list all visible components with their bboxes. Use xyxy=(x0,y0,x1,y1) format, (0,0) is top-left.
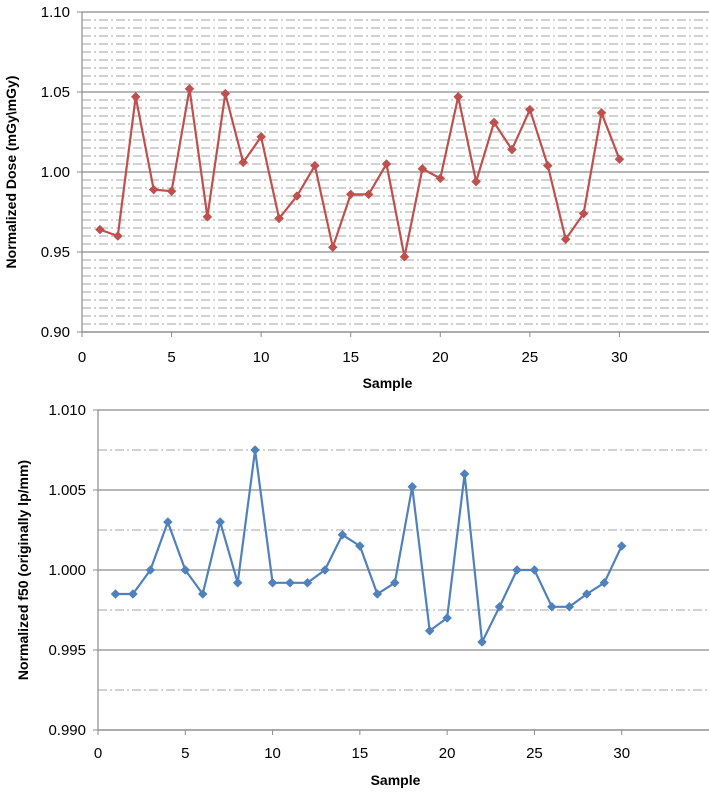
data-point-marker xyxy=(381,159,392,169)
data-point-marker xyxy=(453,91,464,102)
data-point-marker xyxy=(220,88,231,99)
data-point-marker xyxy=(250,445,260,455)
data-point-marker xyxy=(274,213,284,224)
y-tick-label: 1.005 xyxy=(48,482,86,499)
data-point-marker xyxy=(302,577,313,588)
y-tick-label: 1.010 xyxy=(48,402,86,419)
x-tick-label: 10 xyxy=(253,349,270,366)
x-tick-label: 25 xyxy=(522,349,539,366)
data-point-marker xyxy=(507,144,517,155)
data-point-marker xyxy=(417,163,428,174)
data-point-marker xyxy=(232,577,243,588)
x-tick-label: 10 xyxy=(264,745,281,762)
x-tick-label: 20 xyxy=(432,349,449,366)
data-point-marker xyxy=(424,625,435,636)
x-tick-label: 30 xyxy=(611,349,628,366)
data-point-marker xyxy=(372,589,383,599)
data-point-marker xyxy=(256,131,266,142)
data-point-marker xyxy=(110,589,121,599)
data-point-marker xyxy=(581,589,592,599)
data-point-marker xyxy=(542,160,553,171)
y-tick-label: 1.000 xyxy=(48,562,86,579)
data-point-marker xyxy=(267,577,278,588)
series-line xyxy=(99,87,621,258)
x-tick-label: 5 xyxy=(167,349,175,366)
x-axis-title: Sample xyxy=(363,375,413,391)
data-point-marker xyxy=(471,176,481,187)
data-point-marker xyxy=(578,208,589,219)
y-tick-label: 0.95 xyxy=(41,244,70,261)
y-tick-label: 0.990 xyxy=(48,722,86,739)
y-tick-label: 0.90 xyxy=(41,324,70,341)
x-axis-title: Sample xyxy=(371,772,421,788)
chart-2: 0.990 0.995 1.000 1.005 1.010 0 5 10 15 20 25 30 Sam… xyxy=(15,402,709,788)
y-tick-label: 1.00 xyxy=(41,164,70,181)
data-point-marker xyxy=(389,577,400,588)
data-point-marker xyxy=(292,191,302,201)
data-point-marker xyxy=(547,601,557,612)
data-point-marker xyxy=(95,224,105,235)
data-point-marker xyxy=(310,160,320,171)
data-point-marker xyxy=(599,577,610,588)
data-point-marker xyxy=(327,242,338,253)
data-point-marker xyxy=(345,189,356,200)
data-point-marker xyxy=(512,565,522,575)
y-axis-title: Normalized f50 (originally lp/mm) xyxy=(15,460,31,680)
data-point-marker xyxy=(564,601,575,612)
data-point-marker xyxy=(112,231,123,241)
y-tick-label: 1.10 xyxy=(41,4,70,21)
y-tick-label: 1.05 xyxy=(41,84,70,101)
x-tick-label: 0 xyxy=(94,745,102,762)
data-point-marker xyxy=(184,83,195,94)
data-point-marker xyxy=(148,184,159,195)
series-line xyxy=(115,448,623,644)
x-tick-label: 25 xyxy=(526,745,543,762)
data-point-marker xyxy=(616,541,627,551)
data-point-marker xyxy=(399,251,410,262)
data-point-marker xyxy=(166,186,177,197)
x-tick-label: 5 xyxy=(181,745,189,762)
data-point-marker xyxy=(337,529,348,540)
y-tick-label: 0.995 xyxy=(48,642,86,659)
data-point-marker xyxy=(320,565,330,575)
data-point-marker xyxy=(442,613,452,623)
data-point-marker xyxy=(130,91,141,102)
data-point-marker xyxy=(596,107,607,118)
data-point-marker xyxy=(355,541,365,551)
x-tick-label: 0 xyxy=(78,349,86,366)
data-point-marker xyxy=(435,173,446,184)
x-tick-label: 20 xyxy=(439,745,456,762)
x-tick-label: 15 xyxy=(352,745,369,762)
data-point-marker xyxy=(145,565,156,575)
data-point-marker xyxy=(363,189,374,200)
data-point-marker xyxy=(459,469,470,479)
data-point-marker xyxy=(525,104,535,115)
data-point-marker xyxy=(489,117,499,128)
data-point-marker xyxy=(529,565,540,575)
y-axis-title: Normalized Dose (mGy\mGy) xyxy=(3,76,19,269)
data-point-marker xyxy=(477,637,487,647)
data-point-marker xyxy=(197,589,208,599)
chart-1: 0.90 0.95 1.00 1.05 1.10 0 5 10 15 20 25 30 Sample No… xyxy=(3,4,709,391)
x-tick-label: 30 xyxy=(613,745,630,762)
data-point-marker xyxy=(407,481,418,492)
data-point-marker xyxy=(494,601,505,612)
data-point-marker xyxy=(215,517,226,527)
data-point-marker xyxy=(285,577,295,588)
data-point-marker xyxy=(614,154,625,165)
data-point-marker xyxy=(560,234,571,245)
data-point-marker xyxy=(162,517,173,527)
data-point-marker xyxy=(180,565,191,575)
data-point-marker xyxy=(202,211,213,222)
data-point-marker xyxy=(128,589,138,599)
x-tick-label: 15 xyxy=(342,349,359,366)
data-point-marker xyxy=(238,157,249,168)
